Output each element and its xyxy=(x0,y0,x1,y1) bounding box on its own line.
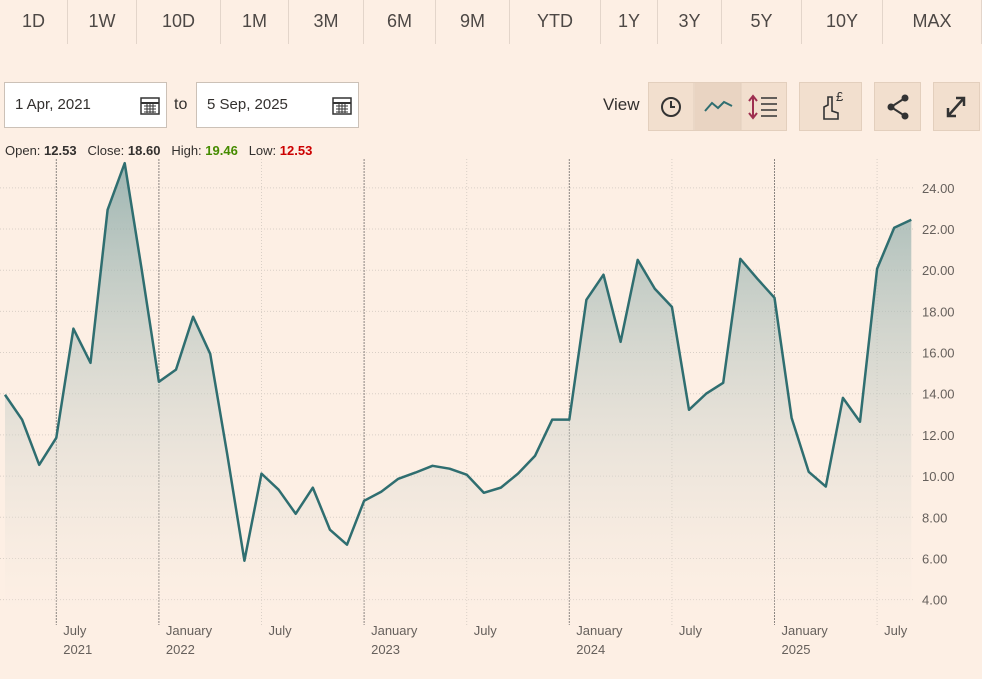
y-tick-label: 4.00 xyxy=(922,593,947,608)
low-label: Low: xyxy=(248,143,277,158)
y-tick-label: 12.00 xyxy=(922,428,955,443)
x-tick-label: January xyxy=(782,623,829,638)
view-icons xyxy=(661,83,777,130)
y-tick-label: 20.00 xyxy=(922,263,955,278)
close-value: 18.60 xyxy=(127,143,161,158)
range-bar: 1D 1W 10D 1M 3M 6M 9M YTD 1Y 3Y 5Y 10Y MAX xyxy=(0,0,982,44)
price-line xyxy=(3,161,912,562)
open-label: Open: xyxy=(5,143,41,158)
range-button[interactable]: 6M xyxy=(364,0,436,44)
view-label: View xyxy=(603,95,640,114)
calendar-icon xyxy=(140,97,160,115)
y-tick-label: 24.00 xyxy=(922,181,955,196)
x-tick-sublabel: 2023 xyxy=(371,642,400,657)
high-label: High: xyxy=(171,143,202,158)
y-tick-label: 8.00 xyxy=(922,510,947,525)
calendar-icon xyxy=(332,97,352,115)
range-button[interactable]: 10D xyxy=(137,0,221,44)
x-tick-label: July xyxy=(884,623,908,638)
x-tick-sublabel: 2025 xyxy=(782,642,811,657)
x-tick-label: July xyxy=(474,623,498,638)
x-tick-sublabel: 2022 xyxy=(166,642,195,657)
currency-button[interactable]: £ xyxy=(799,82,862,131)
svg-text:£: £ xyxy=(836,89,844,104)
fullscreen-icon xyxy=(946,96,966,118)
date-to[interactable]: 5 Sep, 2025 xyxy=(196,82,359,128)
x-tick-label: January xyxy=(166,623,213,638)
view-buttons xyxy=(648,82,787,131)
x-tick-label: July xyxy=(63,623,87,638)
range-button[interactable]: 1W xyxy=(68,0,137,44)
x-tick-label: July xyxy=(679,623,703,638)
range-button[interactable]: 5Y xyxy=(722,0,802,44)
date-from[interactable]: 1 Apr, 2021 xyxy=(4,82,167,128)
x-tick-label: January xyxy=(371,623,418,638)
summary: Open: 12.53 Close: 18.60 High: 19.46 Low… xyxy=(5,143,312,158)
range-button[interactable]: 1Y xyxy=(601,0,658,44)
range-button[interactable]: 3M xyxy=(289,0,364,44)
fullscreen-button[interactable] xyxy=(933,82,980,131)
range-button[interactable]: MAX xyxy=(883,0,982,44)
x-tick-sublabel: 2024 xyxy=(576,642,605,657)
clock-icon[interactable] xyxy=(661,97,681,117)
open-value: 12.53 xyxy=(44,143,77,158)
x-tick-label: January xyxy=(576,623,623,638)
range-button[interactable]: 10Y xyxy=(802,0,883,44)
to-label: to xyxy=(174,96,188,113)
y-tick-label: 22.00 xyxy=(922,222,955,237)
low-value: 12.53 xyxy=(279,143,313,158)
share-icon xyxy=(887,94,909,120)
date-from-text: 1 Apr, 2021 xyxy=(15,96,91,113)
share-button[interactable] xyxy=(874,82,921,131)
range-button[interactable]: 1D xyxy=(0,0,68,44)
y-tick-label: 6.00 xyxy=(922,551,947,566)
range-button[interactable]: 3Y xyxy=(658,0,722,44)
y-tick-label: 10.00 xyxy=(922,469,955,484)
area-fill xyxy=(5,163,912,613)
high-value: 19.46 xyxy=(205,143,238,158)
x-tick-sublabel: 2021 xyxy=(63,642,92,657)
y-tick-label: 14.00 xyxy=(922,387,955,402)
y-tick-label: 18.00 xyxy=(922,304,955,319)
scale-icon[interactable] xyxy=(748,94,758,120)
range-button[interactable]: YTD xyxy=(510,0,601,44)
date-to-text: 5 Sep, 2025 xyxy=(207,96,288,113)
close-label: Close: xyxy=(87,143,125,158)
range-button[interactable]: 9M xyxy=(436,0,510,44)
range-button[interactable]: 1M xyxy=(221,0,289,44)
y-tick-label: 16.00 xyxy=(922,346,955,361)
x-tick-label: July xyxy=(269,623,293,638)
line-icon[interactable] xyxy=(704,100,733,112)
currency-icon: £ xyxy=(823,89,844,120)
